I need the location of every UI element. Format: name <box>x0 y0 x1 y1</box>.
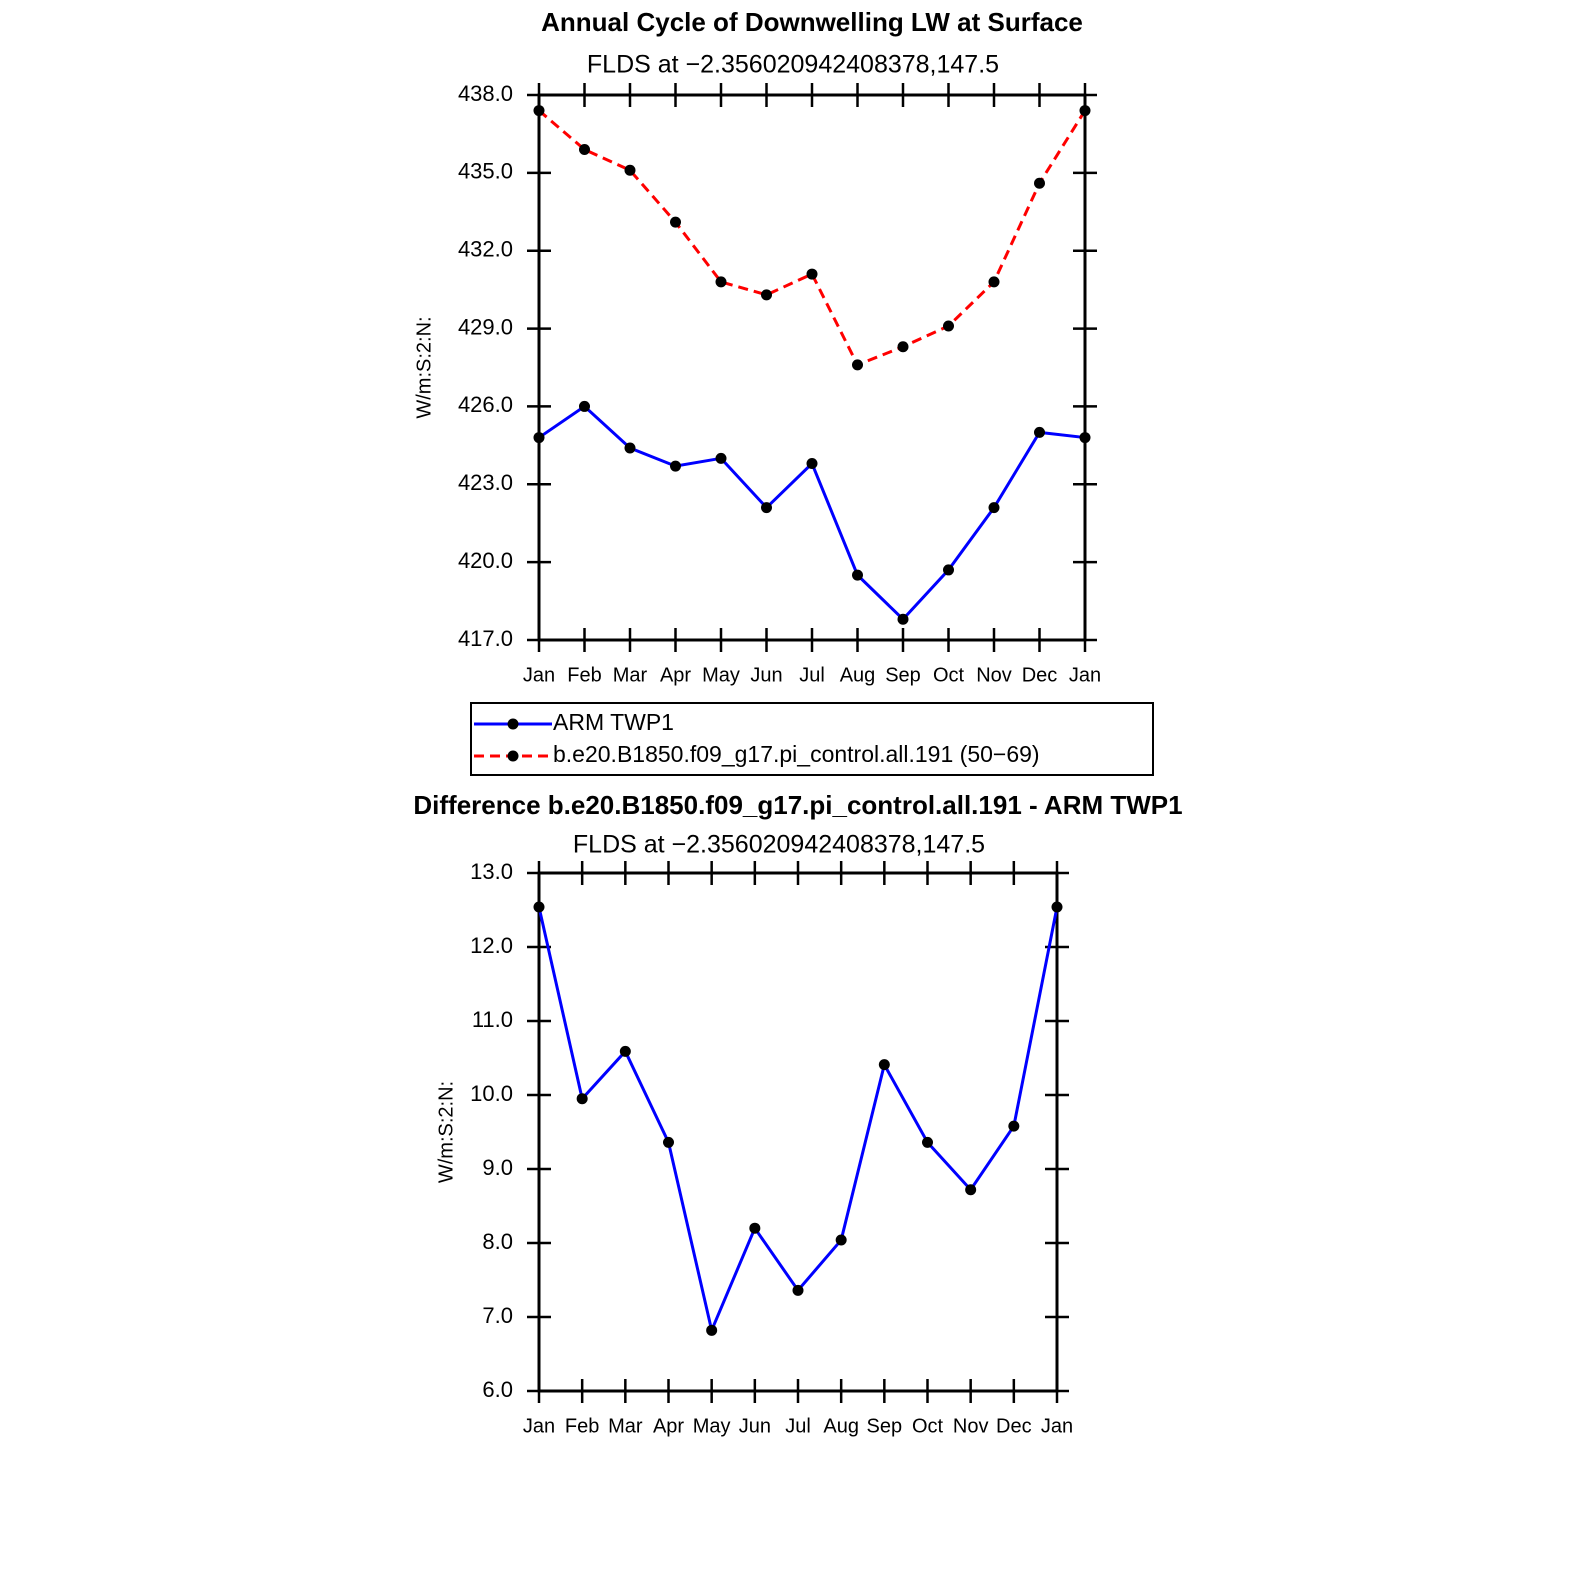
y-tick-label: 8.0 <box>482 1229 513 1254</box>
x-tick-label: Sep <box>867 1415 903 1437</box>
data-point <box>706 1324 718 1336</box>
y-tick-label: 13.0 <box>470 859 513 884</box>
data-point <box>624 442 636 454</box>
data-point <box>922 1136 933 1148</box>
data-point <box>670 460 681 472</box>
data-point <box>943 320 954 332</box>
x-tick-label: Apr <box>653 1415 684 1437</box>
y-tick-label: 426.0 <box>458 392 513 417</box>
y-tick-label: 11.0 <box>472 1007 513 1032</box>
x-tick-label: Dec <box>996 1415 1032 1437</box>
x-tick-label: Jan <box>523 1415 555 1437</box>
x-tick-label: Nov <box>976 664 1012 686</box>
x-tick-label: Oct <box>912 1415 944 1437</box>
y-tick-label: 429.0 <box>458 314 513 339</box>
data-point <box>878 1059 890 1071</box>
data-point <box>965 1184 977 1196</box>
x-tick-label: May <box>702 664 740 686</box>
chart-title: Annual Cycle of Downwelling LW at Surfac… <box>541 7 1083 37</box>
x-tick-label: Dec <box>1022 664 1058 686</box>
data-point <box>1051 901 1063 913</box>
data-point <box>852 359 863 371</box>
plot-frame <box>537 871 1059 1393</box>
x-tick-label: Jun <box>750 664 782 686</box>
data-point <box>1034 177 1045 189</box>
plot-frame <box>537 93 1087 642</box>
data-point <box>761 289 772 301</box>
data-point <box>988 502 1000 514</box>
x-tick-label: Sep <box>885 664 921 686</box>
y-tick-label: 438.0 <box>458 81 513 106</box>
legend-label: ARM TWP1 <box>553 709 674 735</box>
data-point <box>576 1093 588 1105</box>
y-axis-label: W/m:S:2:N: <box>413 316 435 418</box>
y-tick-label: 420.0 <box>458 548 513 573</box>
data-point <box>1079 432 1091 444</box>
y-tick-label: 417.0 <box>458 626 513 651</box>
y-axis-label: W/m:S:2:N: <box>435 1081 457 1183</box>
x-tick-label: Apr <box>660 664 691 686</box>
y-tick-label: 432.0 <box>458 237 513 262</box>
data-point <box>670 216 681 228</box>
data-point <box>761 502 772 514</box>
y-tick-label: 12.0 <box>470 933 513 958</box>
legend-marker <box>507 750 519 762</box>
x-tick-label: Jan <box>523 664 555 686</box>
y-tick-label: 435.0 <box>458 159 513 184</box>
x-tick-label: Jan <box>1069 664 1101 686</box>
x-tick-label: Mar <box>613 664 648 686</box>
data-point <box>897 613 909 625</box>
data-point <box>1034 426 1045 438</box>
data-point <box>806 458 818 470</box>
y-tick-label: 9.0 <box>482 1155 513 1180</box>
data-point <box>1079 105 1091 117</box>
series-line <box>537 906 1059 1336</box>
data-point <box>715 276 727 288</box>
data-point <box>533 901 545 913</box>
data-point <box>533 105 545 117</box>
data-point <box>897 341 909 353</box>
data-point <box>835 1234 847 1246</box>
data-point <box>579 144 590 155</box>
legend-label: b.e20.B1850.f09_g17.pi_control.all.191 (… <box>553 741 1040 767</box>
data-point <box>663 1136 674 1148</box>
data-point <box>852 569 863 581</box>
data-point <box>988 276 1000 288</box>
y-tick-label: 7.0 <box>482 1303 513 1328</box>
chart-subtitle: FLDS at −2.356020942408378,147.5 <box>573 831 985 859</box>
x-tick-label: Feb <box>565 1415 599 1437</box>
y-tick-label: 6.0 <box>482 1377 513 1402</box>
data-point <box>792 1284 804 1296</box>
x-tick-label: Aug <box>840 664 876 686</box>
series-line <box>538 404 1086 622</box>
chart-title: Difference b.e20.B1850.f09_g17.pi_contro… <box>413 790 1182 820</box>
x-tick-label: Aug <box>823 1415 859 1437</box>
data-point <box>624 164 636 176</box>
x-tick-label: Jan <box>1041 1415 1073 1437</box>
x-tick-label: Jul <box>785 1415 811 1437</box>
x-tick-label: Jul <box>799 664 825 686</box>
data-point <box>1008 1120 1020 1132</box>
data-point <box>749 1222 761 1234</box>
x-tick-label: Jun <box>739 1415 771 1437</box>
x-tick-label: Mar <box>608 1415 643 1437</box>
data-point <box>579 400 590 412</box>
legend-box <box>470 702 1154 776</box>
x-tick-label: Oct <box>933 664 965 686</box>
data-point <box>619 1045 631 1057</box>
x-tick-label: Nov <box>953 1415 989 1437</box>
data-point <box>806 268 818 280</box>
series-line <box>538 109 1087 367</box>
legend-marker <box>507 718 519 730</box>
x-tick-label: Feb <box>567 664 601 686</box>
chart-subtitle: FLDS at −2.356020942408378,147.5 <box>587 51 999 79</box>
x-tick-label: May <box>693 1415 731 1437</box>
y-tick-label: 10.0 <box>470 1081 513 1106</box>
data-point <box>943 564 954 576</box>
data-point <box>715 452 727 464</box>
y-tick-label: 423.0 <box>458 470 513 495</box>
data-point <box>533 432 545 444</box>
